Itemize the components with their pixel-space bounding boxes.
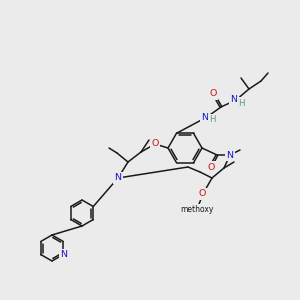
Text: O: O	[151, 140, 159, 148]
Text: N: N	[202, 112, 208, 122]
Text: H: H	[238, 98, 244, 107]
Text: N: N	[115, 173, 122, 182]
Text: N: N	[60, 250, 67, 259]
Text: N: N	[226, 151, 233, 160]
Text: O: O	[209, 89, 217, 98]
Text: O: O	[207, 163, 215, 172]
Text: H: H	[209, 116, 215, 124]
Text: methoxy: methoxy	[180, 206, 214, 214]
Text: N: N	[230, 95, 238, 104]
Text: O: O	[198, 190, 206, 199]
